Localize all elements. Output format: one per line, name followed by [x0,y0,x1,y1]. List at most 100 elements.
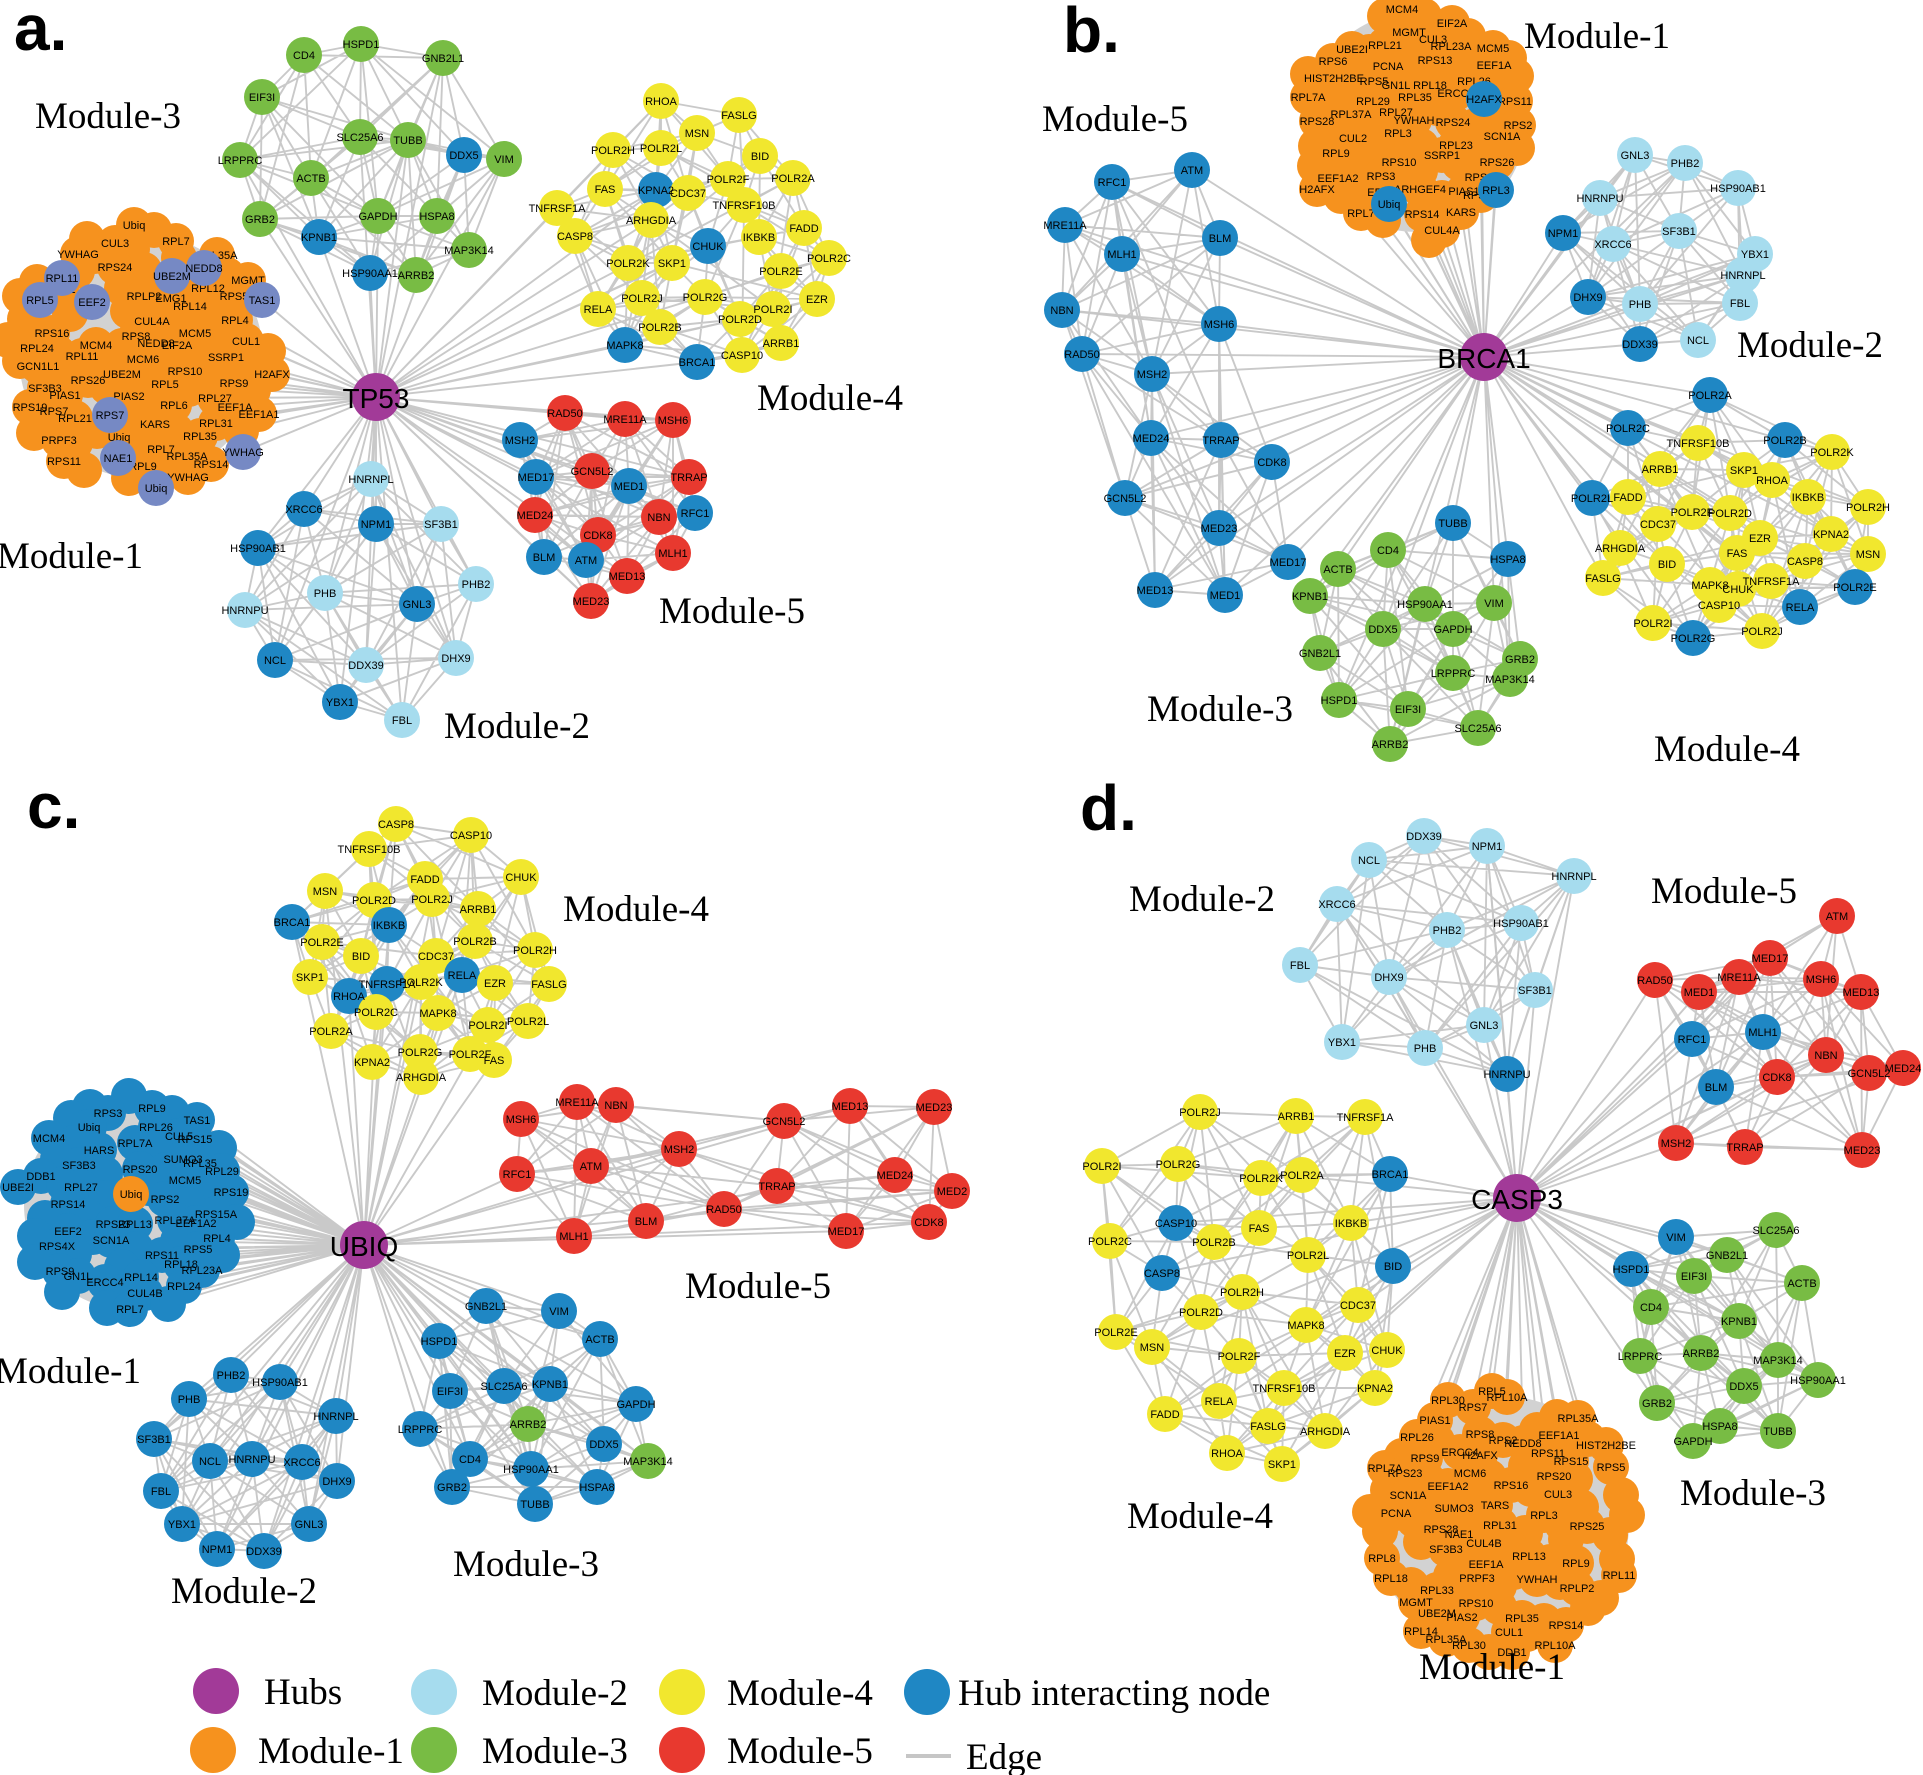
svg-text:TUBB: TUBB [393,135,422,147]
svg-text:YBX1: YBX1 [1741,249,1769,261]
svg-text:Module-2: Module-2 [171,1571,317,1612]
svg-text:YBX1: YBX1 [326,697,354,709]
svg-text:EEF2: EEF2 [78,297,106,309]
svg-text:MCM4: MCM4 [33,1133,65,1145]
svg-text:KARS: KARS [140,419,170,431]
svg-text:RPS7: RPS7 [96,410,125,422]
svg-text:GNL3: GNL3 [295,1519,324,1531]
svg-text:RHOA: RHOA [645,96,677,108]
svg-text:EEF1A1: EEF1A1 [1539,1430,1580,1442]
svg-text:POLR2I: POLR2I [1633,618,1672,630]
svg-text:FBL: FBL [392,715,412,727]
svg-text:CUL1: CUL1 [1495,1627,1523,1639]
svg-text:RPL12: RPL12 [191,283,225,295]
svg-text:SLC25A6: SLC25A6 [1752,1225,1799,1237]
svg-text:MAP3K14: MAP3K14 [1485,674,1535,686]
svg-text:NBN: NBN [1814,1050,1837,1062]
svg-text:DHX9: DHX9 [441,653,470,665]
svg-text:HSP90AA1: HSP90AA1 [1790,1375,1846,1387]
svg-text:TRRAP: TRRAP [670,472,707,484]
svg-text:Module-4: Module-4 [1127,1496,1273,1537]
svg-text:POLR2F: POLR2F [1218,1351,1261,1363]
svg-text:Hub interacting node: Hub interacting node [958,1673,1270,1714]
svg-text:RPL10A: RPL10A [1535,1640,1577,1652]
svg-text:POLR2G: POLR2G [1156,1159,1201,1171]
svg-text:H2AFX: H2AFX [1462,1450,1498,1462]
svg-text:FASLG: FASLG [531,979,566,991]
svg-text:MSH6: MSH6 [658,415,689,427]
svg-text:HSP90AA1: HSP90AA1 [342,268,398,280]
svg-text:MRE11A: MRE11A [603,414,647,426]
svg-text:MED17: MED17 [828,1226,865,1238]
svg-text:HNRNPU: HNRNPU [1576,193,1623,205]
svg-text:RPL7: RPL7 [116,1304,144,1316]
svg-text:MAP3K14: MAP3K14 [623,1456,673,1468]
svg-text:GNL3: GNL3 [1621,150,1650,162]
svg-text:RPL18: RPL18 [1374,1573,1408,1585]
svg-text:RPL18: RPL18 [164,1259,198,1271]
svg-text:Hubs: Hubs [264,1672,342,1713]
svg-text:PHB: PHB [1629,299,1652,311]
svg-text:ACTB: ACTB [1323,564,1352,576]
svg-text:Module-5: Module-5 [1042,99,1188,140]
svg-text:CHUK: CHUK [1371,1345,1403,1357]
svg-text:KPNB1: KPNB1 [1292,591,1328,603]
svg-text:POLR2D: POLR2D [1708,508,1752,520]
svg-text:ACTB: ACTB [296,173,325,185]
svg-text:MED24: MED24 [1133,433,1170,445]
svg-text:MSH2: MSH2 [1661,1138,1692,1150]
svg-text:POLR2F: POLR2F [1671,507,1714,519]
svg-text:EZR: EZR [806,294,828,306]
svg-text:HSP90AB1: HSP90AB1 [1493,918,1549,930]
svg-text:HIST2H2BE: HIST2H2BE [1304,73,1364,85]
svg-text:RPL11: RPL11 [46,273,79,285]
svg-text:RPS23: RPS23 [1388,1468,1423,1480]
svg-text:FADD: FADD [410,874,439,886]
svg-text:RELA: RELA [1786,602,1815,614]
svg-text:ARHGDIA: ARHGDIA [1300,1426,1351,1438]
svg-text:EIF3I: EIF3I [1395,704,1421,716]
svg-text:Ubiq: Ubiq [120,1189,143,1201]
svg-text:HSPA8: HSPA8 [1702,1421,1737,1433]
svg-text:MED23: MED23 [573,596,610,608]
svg-text:POLR2L: POLR2L [1571,493,1613,505]
svg-text:MED24: MED24 [877,1170,914,1182]
svg-text:MED13: MED13 [832,1101,869,1113]
svg-text:EEF1A: EEF1A [1469,1559,1505,1571]
svg-text:CDC37: CDC37 [1340,1300,1376,1312]
svg-text:RPS11: RPS11 [145,1250,179,1262]
svg-text:DDX39: DDX39 [1622,339,1657,351]
svg-text:SF3B3: SF3B3 [28,383,62,395]
svg-text:Module-1: Module-1 [0,1351,141,1392]
svg-text:POLR2H: POLR2H [513,945,557,957]
svg-text:CDK8: CDK8 [1762,1072,1791,1084]
svg-text:GCN5L2: GCN5L2 [763,1116,806,1128]
svg-text:CDC37: CDC37 [1640,519,1676,531]
svg-text:IKBKB: IKBKB [1335,1218,1367,1230]
svg-text:GRB2: GRB2 [437,1482,467,1494]
svg-text:MED24: MED24 [517,510,554,522]
svg-text:POLR2G: POLR2G [398,1047,443,1059]
svg-text:RPL23A: RPL23A [182,1265,224,1277]
svg-text:CHUK: CHUK [505,872,537,884]
svg-text:EIF3I: EIF3I [249,92,275,104]
svg-text:MCM4: MCM4 [1386,4,1418,16]
svg-text:POLR2D: POLR2D [1179,1307,1223,1319]
svg-text:RPL10A: RPL10A [1487,1392,1529,1404]
svg-text:POLR2F: POLR2F [449,1049,492,1061]
svg-text:RPS15: RPS15 [1554,1456,1589,1468]
svg-text:RPL35: RPL35 [1398,92,1432,104]
svg-text:NAE1: NAE1 [1445,1529,1474,1541]
svg-text:TNFRSF10B: TNFRSF10B [1253,1383,1316,1395]
svg-text:MSH2: MSH2 [505,435,536,447]
svg-text:SKP1: SKP1 [1268,1459,1296,1471]
svg-text:HSPD1: HSPD1 [421,1336,458,1348]
svg-text:XRCC6: XRCC6 [1318,899,1355,911]
svg-text:XRCC6: XRCC6 [283,1457,320,1469]
svg-text:BID: BID [352,951,370,963]
svg-text:RPS14: RPS14 [51,1199,86,1211]
svg-text:FBL: FBL [1730,298,1750,310]
svg-text:GAPDH: GAPDH [616,1399,655,1411]
svg-text:Module-4: Module-4 [757,378,903,419]
svg-text:RPS9: RPS9 [220,378,249,390]
